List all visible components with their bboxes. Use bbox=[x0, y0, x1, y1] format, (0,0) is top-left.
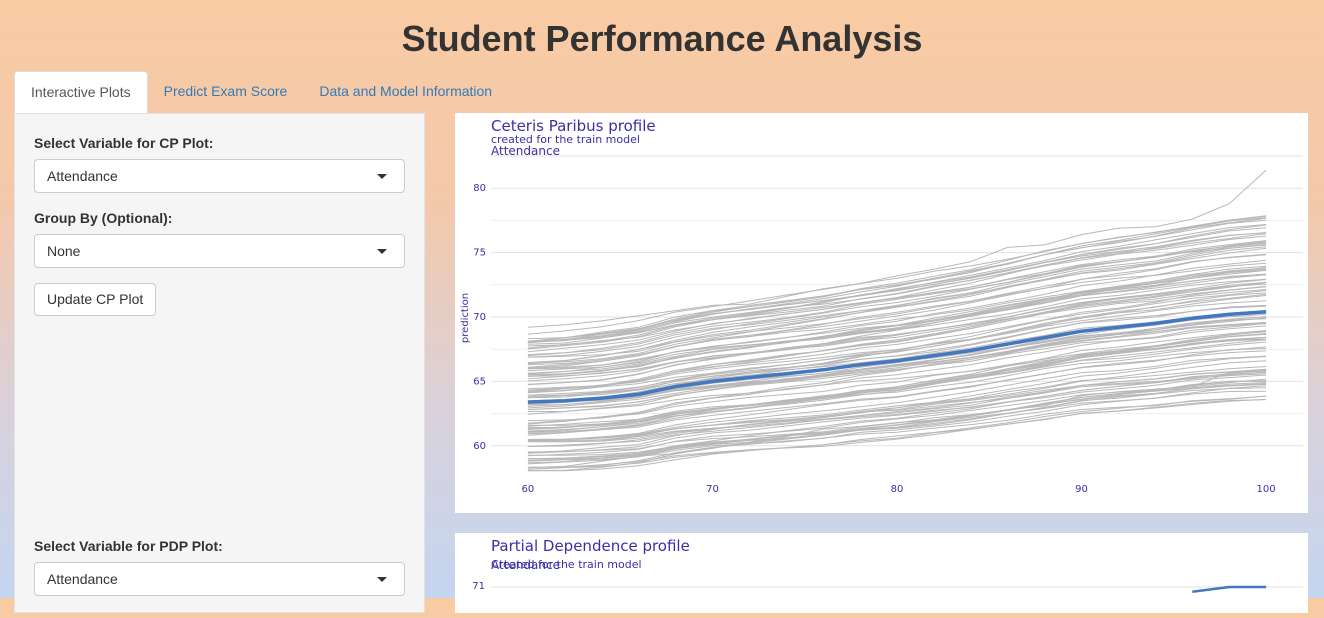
cp-individual-profiles bbox=[527, 169, 1267, 472]
cp-individual-line bbox=[527, 371, 1267, 454]
cp-y-tick-label: 80 bbox=[473, 183, 486, 194]
cp-individual-line bbox=[527, 383, 1267, 456]
cp-individual-line bbox=[527, 289, 1267, 377]
cp-individual-line bbox=[527, 390, 1267, 460]
cp-average-profile bbox=[527, 310, 1267, 404]
cp-individual-line bbox=[527, 265, 1267, 376]
cp-y-tick-label: 60 bbox=[473, 441, 486, 452]
cp-individual-line bbox=[527, 215, 1267, 335]
cp-individual-line bbox=[527, 370, 1267, 469]
cp-individual-line bbox=[527, 323, 1267, 407]
group-by-value: None bbox=[47, 243, 81, 259]
cp-individual-line bbox=[527, 333, 1267, 430]
cp-individual-line bbox=[527, 356, 1267, 454]
cp-x-tick-label: 100 bbox=[1257, 484, 1276, 495]
cp-individual-line bbox=[527, 331, 1267, 424]
cp-individual-line bbox=[527, 336, 1267, 435]
cp-individual-line bbox=[527, 300, 1267, 394]
cp-individual-line bbox=[527, 278, 1267, 370]
chevron-down-icon bbox=[377, 577, 387, 582]
cp-individual-line bbox=[527, 293, 1267, 397]
cp-plot-subtitle: created for the train model bbox=[491, 133, 640, 146]
cp-individual-line bbox=[527, 253, 1267, 366]
cp-individual-line bbox=[527, 274, 1267, 372]
pdp-plot-subtitle: Created for the train model bbox=[491, 558, 642, 571]
pdp-variable-label: Select Variable for PDP Plot: bbox=[34, 538, 223, 554]
cp-variable-label: Select Variable for CP Plot: bbox=[34, 135, 214, 151]
cp-y-tick-label: 70 bbox=[473, 312, 486, 323]
cp-individual-line bbox=[527, 259, 1267, 375]
pdp-average-profile bbox=[1192, 585, 1267, 594]
pdp-y-tick-label: 71 bbox=[472, 581, 485, 592]
cp-plot-panel: Ceteris Paribus profile created for the … bbox=[455, 113, 1308, 513]
tab-bar: Interactive Plots Predict Exam Score Dat… bbox=[14, 71, 508, 114]
cp-individual-line bbox=[527, 350, 1267, 436]
cp-plot-svg: Ceteris Paribus profile created for the … bbox=[460, 117, 1303, 495]
cp-individual-line bbox=[527, 247, 1267, 356]
cp-individual-line bbox=[527, 235, 1267, 343]
cp-individual-line bbox=[527, 240, 1267, 347]
update-cp-plot-button[interactable]: Update CP Plot bbox=[34, 283, 157, 316]
cp-individual-line bbox=[527, 269, 1267, 370]
cp-individual-line bbox=[527, 341, 1267, 426]
cp-individual-line bbox=[527, 232, 1267, 340]
cp-individual-line bbox=[527, 246, 1267, 364]
pdp-plot-title: Partial Dependence profile bbox=[491, 537, 690, 555]
cp-individual-line bbox=[527, 285, 1267, 382]
cp-individual-line bbox=[527, 366, 1267, 440]
cp-individual-line bbox=[527, 243, 1267, 343]
chevron-down-icon bbox=[377, 174, 387, 179]
cp-individual-line bbox=[527, 374, 1267, 443]
cp-individual-line bbox=[527, 348, 1267, 441]
cp-variable-select[interactable]: Attendance bbox=[34, 159, 405, 193]
group-by-label: Group By (Optional): bbox=[34, 210, 173, 226]
cp-individual-line bbox=[527, 355, 1267, 442]
cp-individual-line bbox=[527, 387, 1267, 465]
cp-average-line bbox=[527, 310, 1267, 404]
cp-individual-line bbox=[527, 322, 1267, 422]
cp-individual-line bbox=[527, 269, 1267, 374]
cp-x-tick-label: 80 bbox=[891, 484, 904, 495]
cp-individual-line bbox=[527, 398, 1267, 470]
cp-individual-line bbox=[527, 395, 1267, 462]
tab-interactive-plots[interactable]: Interactive Plots bbox=[14, 71, 148, 114]
pdp-variable-select[interactable]: Attendance bbox=[34, 562, 405, 596]
cp-x-tick-label: 60 bbox=[522, 484, 535, 495]
sidebar-panel: Select Variable for CP Plot: Attendance … bbox=[14, 113, 425, 613]
cp-individual-line bbox=[527, 282, 1267, 391]
pdp-average-line bbox=[1192, 585, 1267, 594]
cp-individual-line bbox=[527, 346, 1267, 432]
cp-individual-line bbox=[527, 219, 1267, 343]
page-title: Student Performance Analysis bbox=[401, 18, 923, 59]
cp-plot-panel-label: Attendance bbox=[491, 144, 560, 158]
cp-x-ticks: 60 70 80 90 100 bbox=[522, 484, 1276, 495]
pdp-plot-panel: Partial Dependence profile Attendance Cr… bbox=[455, 533, 1308, 613]
pdp-plot-svg: Partial Dependence profile Attendance Cr… bbox=[472, 537, 1303, 594]
cp-y-axis-label: prediction bbox=[460, 293, 471, 343]
tab-data-model-information[interactable]: Data and Model Information bbox=[319, 83, 493, 99]
cp-x-tick-label: 90 bbox=[1075, 484, 1088, 495]
cp-individual-line bbox=[527, 268, 1267, 368]
chevron-down-icon bbox=[377, 249, 387, 254]
cp-individual-line bbox=[527, 338, 1267, 412]
tab-predict-exam-score[interactable]: Predict Exam Score bbox=[163, 83, 288, 99]
cp-variable-value: Attendance bbox=[47, 168, 118, 184]
cp-y-tick-label: 75 bbox=[473, 248, 486, 259]
cp-x-tick-label: 70 bbox=[706, 484, 719, 495]
pdp-plot-panel-label: Attendance bbox=[491, 558, 560, 572]
cp-individual-line bbox=[527, 242, 1267, 363]
pdp-variable-value: Attendance bbox=[47, 571, 118, 587]
group-by-select[interactable]: None bbox=[34, 234, 405, 268]
cp-individual-line bbox=[527, 262, 1267, 358]
cp-plot-title: Ceteris Paribus profile bbox=[491, 117, 656, 135]
cp-y-ticks: 60 65 70 75 80 bbox=[473, 183, 486, 452]
cp-individual-line bbox=[527, 254, 1267, 369]
cp-individual-line bbox=[527, 368, 1267, 441]
cp-y-tick-label: 65 bbox=[473, 376, 486, 387]
cp-individual-line bbox=[527, 169, 1267, 328]
cp-individual-line bbox=[527, 371, 1267, 443]
